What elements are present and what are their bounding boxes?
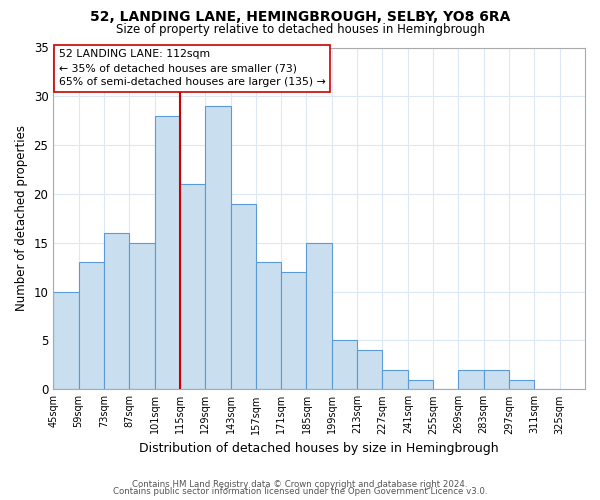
Bar <box>53 292 79 390</box>
Bar <box>230 204 256 390</box>
Y-axis label: Number of detached properties: Number of detached properties <box>15 126 28 312</box>
Bar <box>408 380 433 390</box>
Bar <box>484 370 509 390</box>
Bar <box>129 243 155 390</box>
Bar <box>307 243 332 390</box>
Text: Contains HM Land Registry data © Crown copyright and database right 2024.: Contains HM Land Registry data © Crown c… <box>132 480 468 489</box>
Bar <box>155 116 180 390</box>
Bar <box>281 272 307 390</box>
Bar <box>79 262 104 390</box>
X-axis label: Distribution of detached houses by size in Hemingbrough: Distribution of detached houses by size … <box>139 442 499 455</box>
Bar <box>104 233 129 390</box>
Bar <box>382 370 408 390</box>
Bar <box>357 350 382 390</box>
Text: 52 LANDING LANE: 112sqm
← 35% of detached houses are smaller (73)
65% of semi-de: 52 LANDING LANE: 112sqm ← 35% of detache… <box>59 49 325 87</box>
Text: 52, LANDING LANE, HEMINGBROUGH, SELBY, YO8 6RA: 52, LANDING LANE, HEMINGBROUGH, SELBY, Y… <box>90 10 510 24</box>
Bar <box>180 184 205 390</box>
Text: Contains public sector information licensed under the Open Government Licence v3: Contains public sector information licen… <box>113 487 487 496</box>
Bar <box>458 370 484 390</box>
Text: Size of property relative to detached houses in Hemingbrough: Size of property relative to detached ho… <box>116 22 484 36</box>
Bar <box>509 380 535 390</box>
Bar <box>205 106 230 390</box>
Bar <box>256 262 281 390</box>
Bar <box>332 340 357 390</box>
